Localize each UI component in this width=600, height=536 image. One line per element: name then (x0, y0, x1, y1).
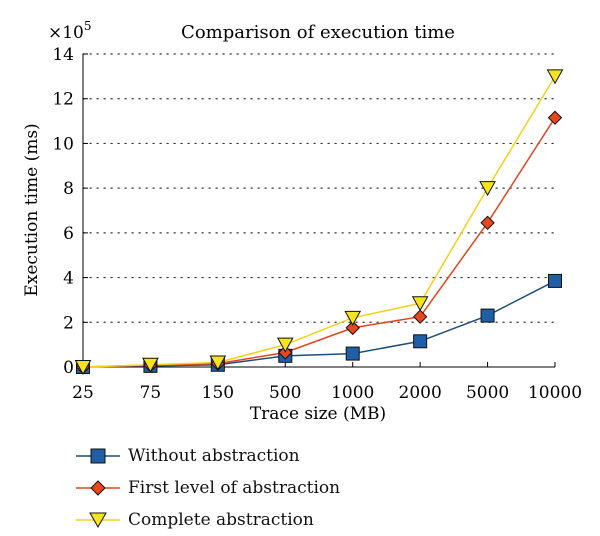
grid-lines (82, 53, 556, 323)
data-point-triangle (209, 355, 227, 371)
y-tick-label: 6 (63, 224, 74, 244)
data-point-triangle (411, 296, 429, 312)
legend-item-without-abstraction: Without abstraction (76, 440, 340, 472)
legend-item-first-level: First level of abstraction (76, 472, 340, 504)
legend-label: First level of abstraction (128, 478, 341, 498)
legend-swatch-triangle (76, 512, 120, 529)
legend: Without abstraction First level of abstr… (76, 440, 340, 536)
data-point-triangle (344, 310, 362, 326)
y-tick-label: 14 (52, 45, 74, 65)
data-point-diamond (480, 215, 495, 231)
x-tick-label: 10000 (528, 383, 582, 403)
data-point-diamond (345, 320, 360, 336)
y-axis-label: Execution time (ms) (22, 123, 42, 296)
data-point-square (548, 273, 562, 288)
series-line (82, 117, 556, 368)
data-point-square (480, 308, 495, 323)
series-line (82, 280, 556, 368)
chart-title: Comparison of execution time (181, 22, 455, 43)
data-point-square (345, 346, 360, 361)
x-tick-label: 75 (140, 383, 162, 403)
data-point-triangle (142, 357, 159, 373)
legend-swatch-square (76, 448, 120, 464)
x-tick-label: 500 (269, 383, 301, 403)
axes: 0 2 4 6 8 10 12 14 25 75 150 500 1000 2000 5000 10000 (52, 45, 582, 403)
y-tick-label: 10 (52, 134, 74, 154)
y-tick-label: 0 (63, 358, 74, 378)
data-point-triangle (276, 337, 294, 353)
legend-swatch-diamond (76, 480, 120, 496)
x-tick-label: 2000 (399, 383, 442, 403)
y-axis-multiplier: ×105 (48, 19, 92, 43)
data-point-square (413, 334, 428, 349)
y-tick-label: 12 (52, 90, 74, 110)
x-axis-label: Trace size (MB) (250, 404, 386, 424)
y-multiplier-exponent: 5 (84, 19, 92, 33)
y-tick-label: 2 (63, 313, 74, 333)
data-point-triangle (74, 360, 92, 376)
data-point-triangle (479, 181, 496, 197)
series-layer (74, 69, 564, 376)
legend-label: Complete abstraction (128, 510, 314, 530)
data-point-diamond (412, 309, 428, 324)
x-tick-label: 1000 (331, 383, 374, 403)
data-point-diamond (547, 110, 563, 125)
series-line (82, 75, 556, 368)
x-tick-label: 25 (72, 383, 94, 403)
x-tick-label: 5000 (466, 383, 509, 403)
legend-item-complete-abstraction: Complete abstraction (76, 504, 340, 536)
legend-label: Without abstraction (128, 446, 300, 466)
x-tick-label: 150 (202, 383, 234, 403)
y-multiplier-base: ×10 (48, 23, 84, 43)
data-point-triangle (546, 69, 564, 85)
y-tick-label: 8 (63, 179, 74, 199)
y-tick-label: 4 (63, 269, 74, 289)
